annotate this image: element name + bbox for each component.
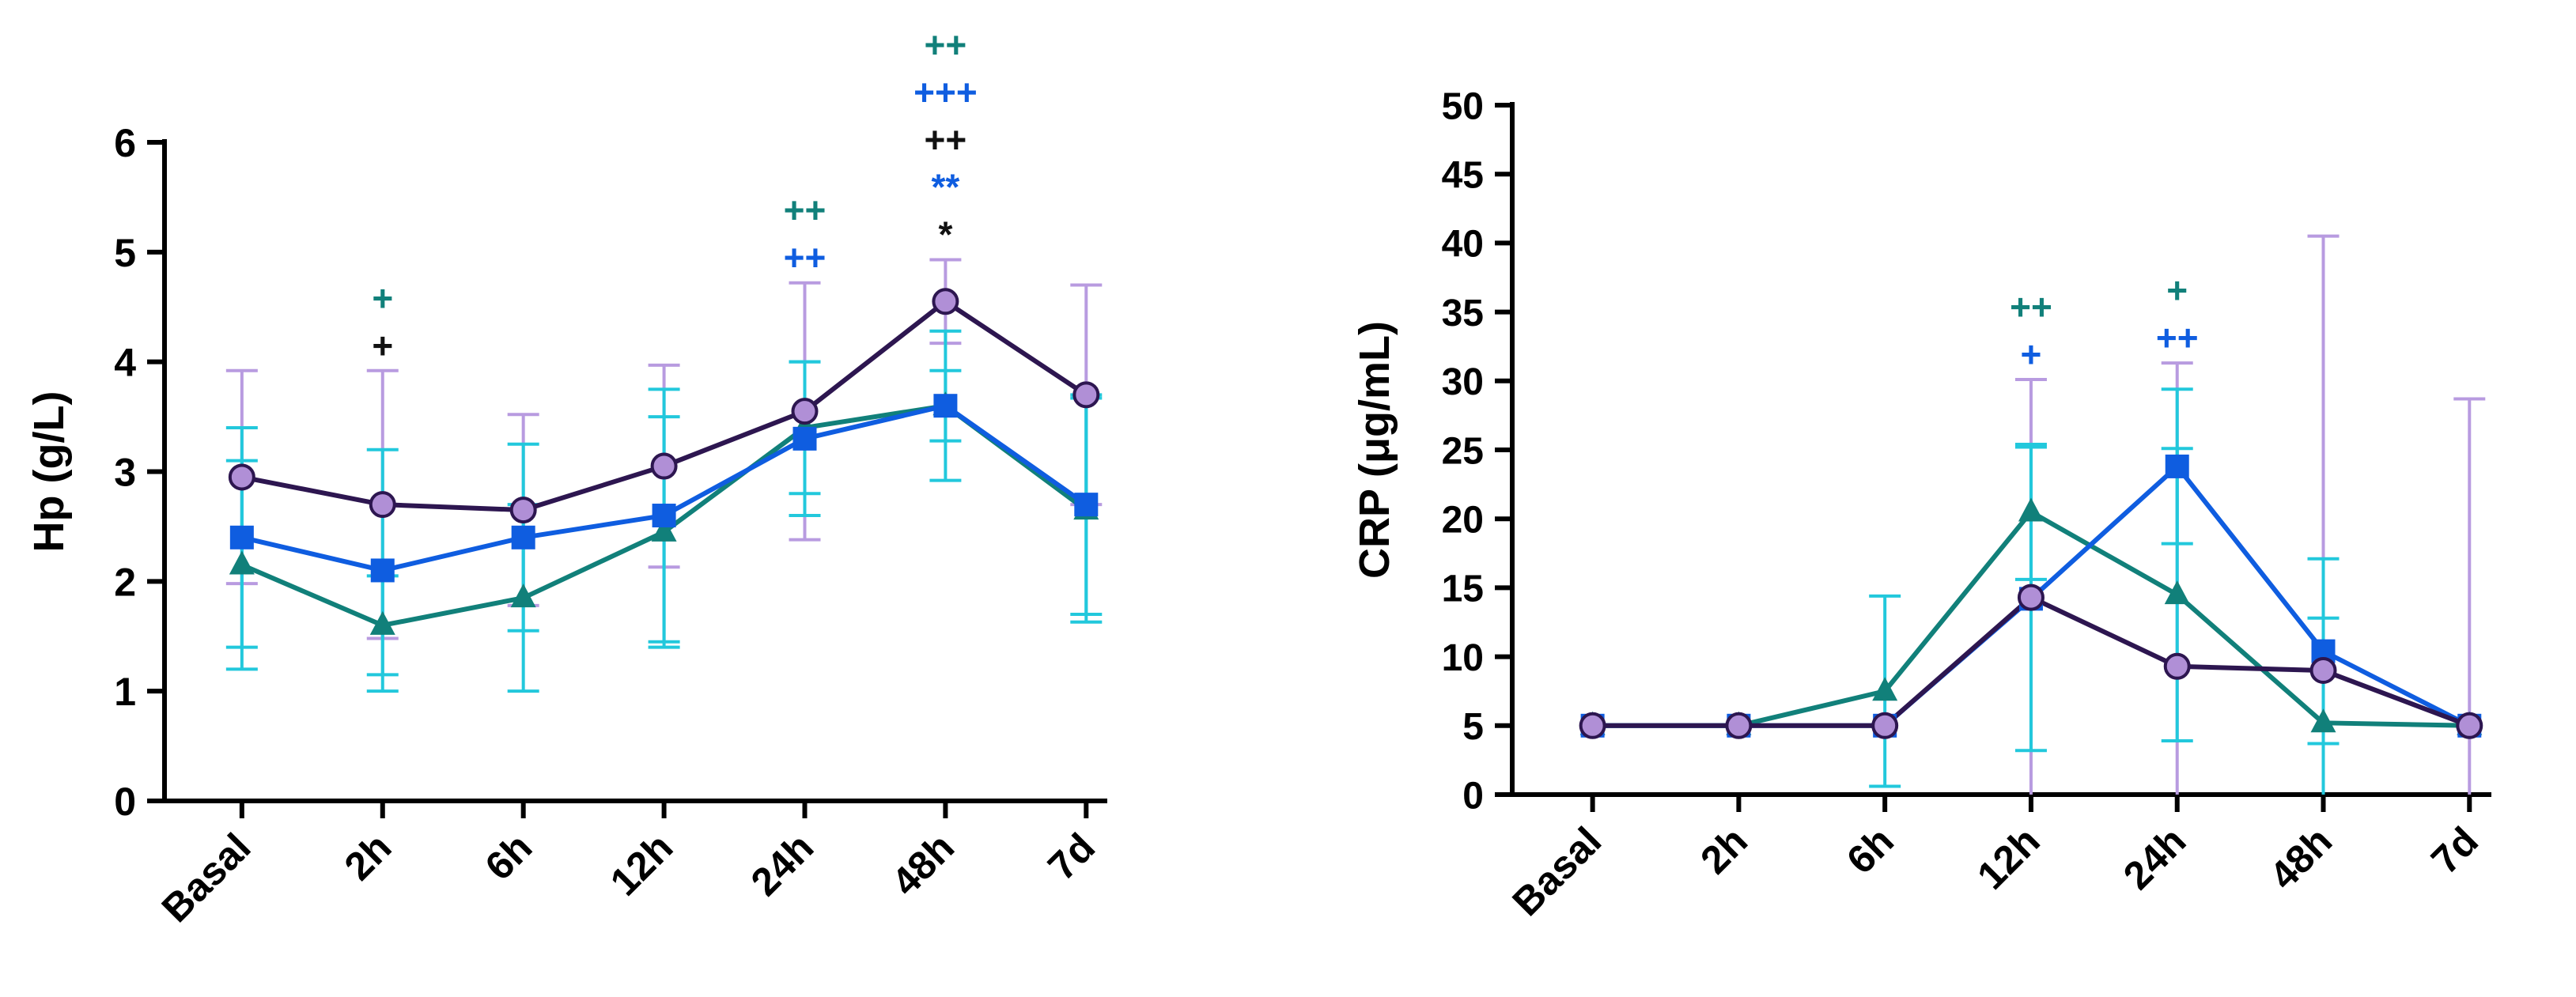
- data-point-circle: [2163, 652, 2191, 680]
- y-axis-label: CRP (μg/mL): [1351, 321, 1398, 579]
- significance-annotation: ++: [925, 25, 967, 66]
- data-point-triangle: [369, 610, 395, 635]
- x-tick-label: 6h: [477, 825, 541, 889]
- data-point-circle: [1871, 712, 1899, 739]
- data-point-square: [933, 394, 958, 418]
- data-point-circle: [1725, 712, 1753, 739]
- significance-annotation: +++: [914, 72, 978, 113]
- y-tick-label: 5: [114, 231, 136, 275]
- x-tick-label: 48h: [2261, 818, 2341, 898]
- x-tick-label: 12h: [602, 825, 682, 904]
- x-tick-label: 48h: [883, 825, 963, 904]
- y-tick-label: 10: [1442, 637, 1484, 679]
- significance-annotation: ++: [2156, 317, 2199, 358]
- y-tick-label: 35: [1442, 293, 1484, 334]
- x-tick-label: 6h: [1838, 818, 1902, 882]
- significance-annotation: +: [2021, 334, 2042, 375]
- data-point-triangle: [229, 550, 255, 575]
- data-point-circle: [650, 452, 678, 480]
- data-point-triangle: [2310, 708, 2336, 733]
- data-point-square: [1074, 493, 1099, 517]
- x-tick-label: 2h: [336, 825, 400, 889]
- y-tick-label: 0: [114, 780, 136, 824]
- significance-annotation: *: [938, 214, 952, 255]
- x-tick-label: 12h: [1969, 818, 2048, 898]
- data-point-triangle: [2018, 497, 2044, 522]
- significance-annotation: **: [931, 167, 959, 208]
- significance-annotation: +: [372, 325, 393, 366]
- x-tick-label: 2h: [1692, 818, 1756, 882]
- data-point-square: [229, 525, 254, 549]
- data-point-square: [2165, 454, 2189, 478]
- x-tick-label: 7d: [1039, 825, 1103, 889]
- y-tick-label: 3: [114, 451, 136, 495]
- y-tick-label: 1: [114, 670, 136, 714]
- data-point-circle: [932, 288, 959, 315]
- y-tick-label: 40: [1442, 224, 1484, 266]
- significance-annotation: +: [372, 278, 393, 319]
- x-tick-label: 24h: [743, 825, 823, 904]
- y-tick-label: 15: [1442, 568, 1484, 610]
- data-point-circle: [509, 497, 537, 524]
- data-point-circle: [791, 398, 819, 425]
- y-tick-label: 5: [1462, 706, 1484, 748]
- y-tick-label: 20: [1442, 499, 1484, 541]
- data-point-circle: [1579, 712, 1606, 739]
- data-point-circle: [2456, 712, 2483, 739]
- y-tick-label: 6: [114, 121, 136, 165]
- data-point-circle: [1072, 381, 1100, 409]
- data-point-square: [652, 504, 676, 528]
- data-point-square: [370, 558, 395, 583]
- significance-annotation: ++: [925, 119, 967, 161]
- data-point-square: [511, 525, 535, 549]
- x-tick-label: Basal: [1504, 818, 1610, 924]
- y-tick-label: 4: [114, 341, 136, 385]
- significance-annotation: +: [2166, 270, 2188, 311]
- y-tick-label: 50: [1442, 85, 1484, 127]
- data-point-circle: [2309, 657, 2337, 685]
- data-point-circle: [369, 491, 396, 519]
- x-tick-label: Basal: [153, 825, 259, 931]
- x-tick-label: 24h: [2115, 818, 2195, 898]
- y-tick-label: 25: [1442, 430, 1484, 472]
- data-point-triangle: [510, 583, 536, 608]
- y-tick-label: 2: [114, 560, 136, 604]
- data-point-triangle: [651, 517, 677, 542]
- y-tick-label: 45: [1442, 154, 1484, 196]
- x-tick-label: 7d: [2423, 818, 2487, 882]
- y-tick-label: 0: [1462, 775, 1484, 817]
- significance-annotation: ++: [2010, 286, 2052, 327]
- data-point-circle: [2017, 583, 2045, 611]
- significance-annotation: ++: [784, 237, 827, 278]
- y-axis-label: Hp (g/L): [25, 391, 73, 553]
- data-point-square: [792, 426, 817, 451]
- crp-chart-panel: 0 5 10 15 20 25 30 35 40 45 50 Basal 2h 6h 12h 24h 48h 7d…: [1351, 85, 2491, 924]
- y-tick-label: 30: [1442, 361, 1484, 403]
- significance-annotation: ++: [784, 190, 827, 231]
- data-point-circle: [228, 463, 255, 491]
- data-point-triangle: [1872, 677, 1898, 701]
- data-point-triangle: [2164, 580, 2190, 605]
